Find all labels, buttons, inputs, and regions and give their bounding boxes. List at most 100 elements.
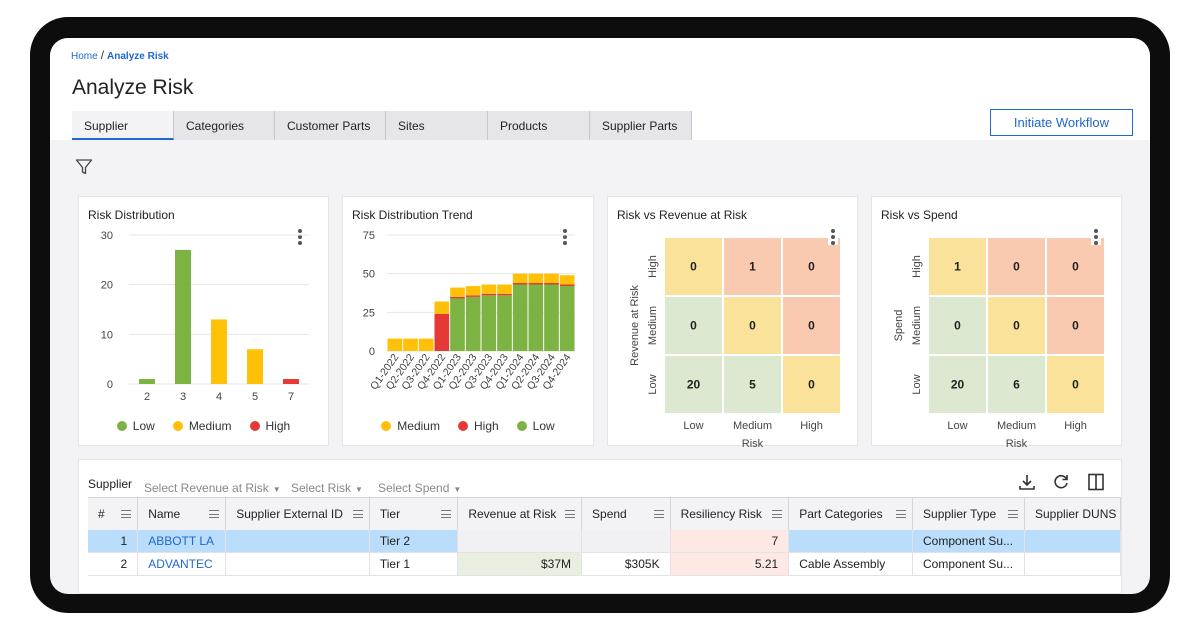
legend-item-medium[interactable]: Medium xyxy=(381,419,440,433)
filter-icon[interactable] xyxy=(75,158,93,176)
heatmap-cell[interactable] xyxy=(665,297,722,354)
bar-segment[interactable] xyxy=(559,275,575,285)
breadcrumb-home[interactable]: Home xyxy=(71,51,98,62)
column-header[interactable]: # xyxy=(88,497,139,530)
heatmap-cell[interactable] xyxy=(1047,297,1104,354)
bar-segment[interactable] xyxy=(544,284,559,351)
column-menu-icon[interactable] xyxy=(653,510,664,518)
bar-segment[interactable] xyxy=(481,295,497,351)
bar-segment[interactable] xyxy=(403,338,418,351)
heatmap-cell[interactable] xyxy=(783,297,840,354)
bar-segment[interactable] xyxy=(481,284,497,294)
bar[interactable] xyxy=(139,379,155,384)
heatmap-cell[interactable] xyxy=(724,356,781,413)
bar-segment[interactable] xyxy=(544,273,559,283)
bar-segment[interactable] xyxy=(465,296,481,351)
tab-supplier[interactable]: Supplier xyxy=(72,111,174,140)
bar-segment[interactable] xyxy=(497,284,512,294)
select-risk[interactable]: Select Risk ▼ xyxy=(291,481,363,495)
kebab-menu-icon[interactable] xyxy=(1091,229,1101,245)
initiate-workflow-button[interactable]: Initiate Workflow xyxy=(990,109,1133,136)
heatmap-cell[interactable] xyxy=(988,238,1045,295)
column-menu-icon[interactable] xyxy=(896,510,907,518)
heatmap-cell[interactable] xyxy=(1047,356,1104,413)
column-header[interactable]: Supplier Type xyxy=(912,497,1025,530)
bar[interactable] xyxy=(247,349,263,384)
kebab-menu-icon[interactable] xyxy=(298,229,302,245)
column-menu-icon[interactable] xyxy=(772,510,783,518)
heatmap-cell[interactable] xyxy=(1047,238,1104,295)
select-spend[interactable]: Select Spend ▼ xyxy=(378,481,462,495)
column-menu-icon[interactable] xyxy=(209,510,220,518)
table-row[interactable]: 1 ABBOTT LA Tier 2 7 Component Su... xyxy=(88,529,1121,553)
download-icon[interactable] xyxy=(1017,472,1037,492)
bar[interactable] xyxy=(283,379,299,384)
refresh-icon[interactable] xyxy=(1051,472,1071,492)
bar-segment[interactable] xyxy=(497,295,512,351)
legend-item-high[interactable]: High xyxy=(249,419,290,433)
tab-customer-parts[interactable]: Customer Parts xyxy=(275,111,386,140)
bar-segment[interactable] xyxy=(544,282,559,285)
kebab-menu-icon[interactable] xyxy=(828,229,838,245)
column-menu-icon[interactable] xyxy=(565,510,576,518)
column-menu-icon[interactable] xyxy=(441,510,452,518)
bar-segment[interactable] xyxy=(450,296,465,299)
column-header[interactable]: Resiliency Risk xyxy=(670,497,790,530)
heatmap-cell[interactable] xyxy=(665,238,722,295)
tab-sites[interactable]: Sites xyxy=(386,111,488,140)
bar-segment[interactable] xyxy=(528,284,544,351)
column-menu-icon[interactable] xyxy=(121,510,132,518)
supplier-name-link[interactable]: ADVANTEC xyxy=(137,552,227,576)
bar-segment[interactable] xyxy=(528,273,544,283)
table-row[interactable]: 2 ADVANTEC Tier 1 $37M $305K 5.21 Cable Assemb… xyxy=(88,552,1121,576)
kebab-menu-icon[interactable] xyxy=(563,229,567,245)
column-header[interactable]: Part Categories xyxy=(788,497,914,530)
bar-segment[interactable] xyxy=(434,313,450,351)
column-header[interactable]: Supplier External ID xyxy=(225,497,370,530)
bar[interactable] xyxy=(211,319,227,384)
tab-products[interactable]: Products xyxy=(488,111,590,140)
tab-categories[interactable]: Categories xyxy=(174,111,275,140)
bar-segment[interactable] xyxy=(512,282,528,285)
column-menu-icon[interactable] xyxy=(1008,510,1018,518)
bar-segment[interactable] xyxy=(418,338,434,351)
bar-segment[interactable] xyxy=(559,286,575,351)
bar-segment[interactable] xyxy=(528,282,544,285)
legend-item-low[interactable]: Low xyxy=(516,419,555,433)
bar-segment[interactable] xyxy=(512,273,528,283)
heatmap-cell[interactable] xyxy=(783,356,840,413)
heatmap-cell[interactable] xyxy=(929,297,986,354)
heatmap-cell[interactable] xyxy=(988,297,1045,354)
bar-segment[interactable] xyxy=(497,293,512,296)
bar-segment[interactable] xyxy=(512,284,528,351)
bar-segment[interactable] xyxy=(387,338,403,351)
bar-segment[interactable] xyxy=(465,295,481,297)
column-menu-icon[interactable] xyxy=(352,510,363,518)
supplier-name-link[interactable]: ABBOTT LA xyxy=(137,529,227,553)
column-header[interactable]: Supplier DUNS xyxy=(1024,497,1121,530)
bar-segment[interactable] xyxy=(465,286,481,296)
heatmap-cell[interactable] xyxy=(783,238,840,295)
heatmap-cell[interactable] xyxy=(988,356,1045,413)
heatmap-cell[interactable] xyxy=(665,356,722,413)
bar-segment[interactable] xyxy=(450,287,465,297)
tab-supplier-parts[interactable]: Supplier Parts xyxy=(590,111,692,140)
heatmap-cell[interactable] xyxy=(724,297,781,354)
heatmap-cell[interactable] xyxy=(929,356,986,413)
bar-segment[interactable] xyxy=(434,301,450,314)
bar-segment[interactable] xyxy=(481,293,497,296)
legend-item-low[interactable]: Low xyxy=(116,419,155,433)
heatmap-cell[interactable] xyxy=(929,238,986,295)
bar-segment[interactable] xyxy=(559,284,575,287)
bar[interactable] xyxy=(175,249,191,384)
legend-item-high[interactable]: High xyxy=(457,419,499,433)
column-header[interactable]: Spend xyxy=(581,497,671,530)
bar-segment[interactable] xyxy=(450,298,465,351)
column-header[interactable]: Revenue at Risk xyxy=(457,497,583,530)
heatmap-cell[interactable] xyxy=(724,238,781,295)
select-revenue-at-risk[interactable]: Select Revenue at Risk ▼ xyxy=(144,481,281,495)
columns-icon[interactable] xyxy=(1086,472,1106,492)
legend-item-medium[interactable]: Medium xyxy=(172,419,232,433)
column-header[interactable]: Name xyxy=(137,497,227,530)
column-header[interactable]: Tier xyxy=(369,497,459,530)
